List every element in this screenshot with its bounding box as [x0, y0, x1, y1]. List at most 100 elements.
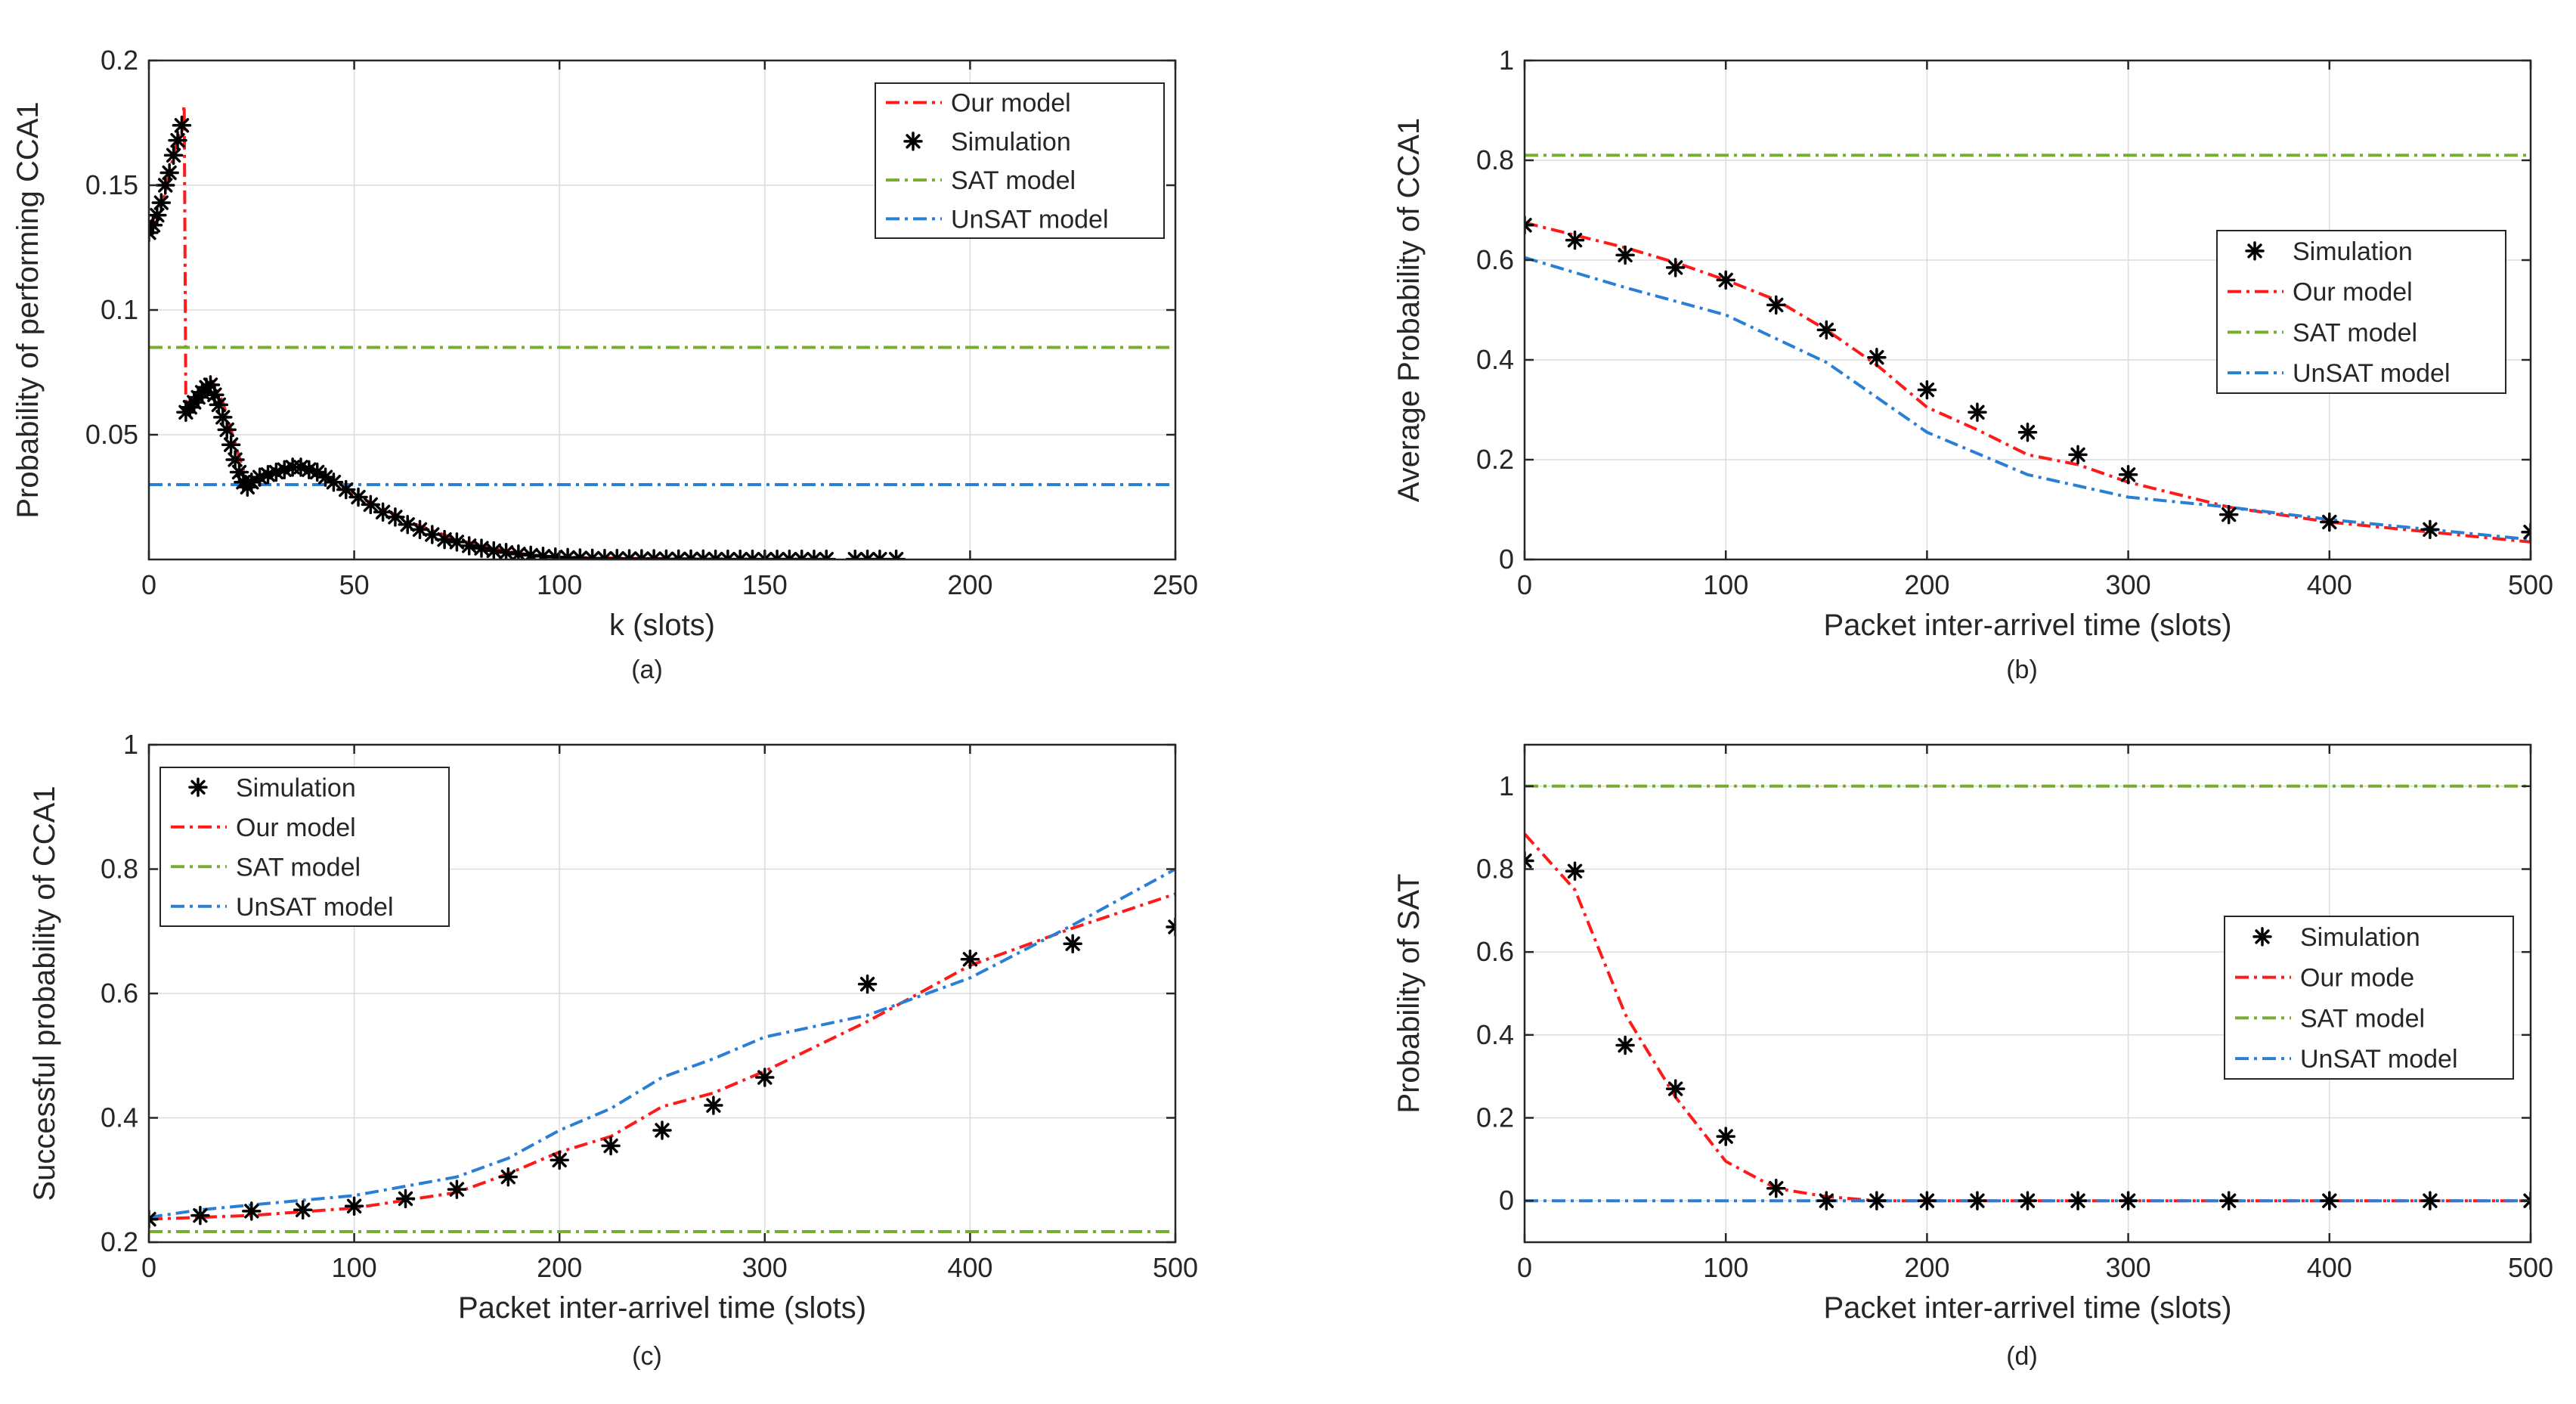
simulation-point [2118, 1191, 2138, 1210]
simulation-point [472, 538, 491, 558]
simulation-point [225, 450, 245, 470]
simulation-point [550, 1150, 569, 1170]
simulation-point [2320, 1191, 2339, 1210]
series-line-unsat-model [1525, 256, 2531, 541]
chart-b: 0 100 200 300 400 500 0 0.2 0.4 0.6 0.8 1 Packet int… [1392, 45, 2553, 684]
x-tick-label: 400 [947, 1252, 992, 1283]
chart-a: 0 50 100 150 200 250 0.05 0.1 0.15 0.2 k (slots) Pr… [11, 45, 1198, 684]
panel-label: (c) [632, 1342, 662, 1371]
y-tick-label: 0.4 [101, 1102, 138, 1133]
x-axis-label: Packet inter-arrivel time (slots) [1823, 1291, 2231, 1325]
x-tick-label: 500 [1153, 1252, 1198, 1283]
y-tick-label: 1 [123, 729, 138, 760]
chart-c: 0 100 200 300 400 500 0.2 0.4 0.6 0.8 1 Packet inte… [28, 729, 1198, 1371]
legend-label-sat-model: SAT model [236, 853, 361, 882]
x-tick-label: 200 [947, 569, 992, 600]
legend-label-sat-model: SAT model [2300, 1004, 2425, 1033]
simulation-point [595, 548, 615, 559]
simulation-point [293, 1200, 313, 1220]
legend-label-sat-model: SAT model [951, 166, 1076, 195]
simulation-point [533, 546, 553, 559]
x-tick-label: 500 [2508, 1252, 2553, 1283]
simulation-point [652, 1120, 672, 1140]
chart-d: 0 100 200 300 400 500 0 0.2 0.4 0.6 0.8 1 Packet int… [1392, 743, 2553, 1371]
simulation-point [249, 467, 270, 487]
y-axis-label: Successful probability of CCA1 [28, 786, 61, 1201]
simulation-point [484, 541, 504, 559]
x-tick-label: 50 [339, 569, 370, 600]
legend-label-simulation: Simulation [951, 128, 1071, 157]
y-tick-label: 0.6 [1476, 936, 1514, 967]
x-tick-label: 0 [141, 569, 156, 600]
simulation-point [190, 1205, 210, 1226]
simulation-point [242, 472, 262, 492]
simulation-point [496, 543, 516, 559]
simulation-point [398, 515, 417, 535]
legend-label-simulation: Simulation [2293, 237, 2413, 266]
y-tick-label: 0.2 [1476, 444, 1514, 475]
simulation-point [242, 1201, 262, 1221]
series-group [149, 867, 1175, 1233]
x-tick-label: 150 [742, 569, 788, 600]
simulation-point [1917, 1191, 1937, 1210]
panel-label: (b) [2006, 656, 2038, 684]
x-tick-label: 100 [1703, 1252, 1748, 1283]
simulation-point [1766, 1178, 1786, 1198]
simulation-point [2420, 1191, 2440, 1210]
series-group [1525, 153, 2531, 544]
simulation-point [163, 145, 184, 166]
simulation-point [1565, 861, 1585, 881]
x-axis-label: Packet inter-arrivel time (slots) [1823, 609, 2231, 642]
x-tick-label: 500 [2508, 569, 2553, 600]
simulation-point [558, 547, 577, 559]
y-tick-label: 0.2 [101, 1226, 138, 1257]
y-tick-label: 0.8 [1476, 854, 1514, 885]
series-line-our-mode [1525, 832, 2531, 1203]
simulation-point [221, 435, 241, 454]
y-tick-label: 0.2 [101, 45, 138, 76]
y-tick-label: 0.6 [101, 978, 138, 1009]
simulation-point [324, 472, 344, 492]
simulation-point [2420, 519, 2440, 540]
simulation-point [960, 950, 980, 969]
simulation-point [1665, 258, 1686, 277]
simulation-point [1816, 320, 1837, 340]
legend-label-unsat-model: UnSAT model [951, 205, 1109, 234]
simulation-point [168, 130, 187, 150]
x-tick-label: 200 [1904, 1252, 1949, 1283]
simulation-point [2218, 504, 2239, 525]
y-tick-label: 1 [1499, 770, 1514, 801]
simulation-point [582, 548, 602, 559]
simulation-point [291, 457, 311, 477]
x-tick-label: 200 [537, 1252, 582, 1283]
legend-label-unsat-model: UnSAT model [2293, 359, 2451, 388]
legend-label-our-model: Our model [236, 814, 356, 842]
legend: Our model Simulation SAT model UnSAT model [875, 82, 1165, 239]
simulation-point [209, 395, 229, 415]
simulation-point [1665, 1079, 1686, 1099]
x-tick-label: 0 [1517, 569, 1532, 600]
y-tick-label: 0 [1499, 544, 1514, 575]
y-axis-label: Probability of performing CCA1 [11, 101, 45, 518]
simulation-point [1716, 1127, 1735, 1146]
x-tick-label: 100 [1703, 569, 1748, 600]
legend-box [2224, 916, 2514, 1080]
simulation-point [447, 1179, 467, 1199]
simulation-point [213, 408, 233, 427]
simulation-point [459, 536, 479, 556]
series-line-unsat-model [149, 867, 1175, 1220]
simulation-point [172, 116, 192, 135]
y-tick-label: 0.6 [1476, 244, 1514, 275]
x-tick-label: 400 [2307, 569, 2352, 600]
y-tick-label: 0.4 [1476, 1019, 1514, 1050]
simulation-point [348, 487, 368, 507]
x-tick-label: 100 [537, 569, 582, 600]
legend-box [2216, 230, 2506, 394]
simulation-point [200, 375, 221, 395]
simulation-point [344, 1196, 364, 1216]
simulation-point [521, 545, 540, 559]
legend: Simulation Our mode SAT model UnSAT model [2224, 916, 2514, 1080]
y-tick-label: 1 [1499, 45, 1514, 76]
x-tick-label: 400 [2307, 1252, 2352, 1283]
